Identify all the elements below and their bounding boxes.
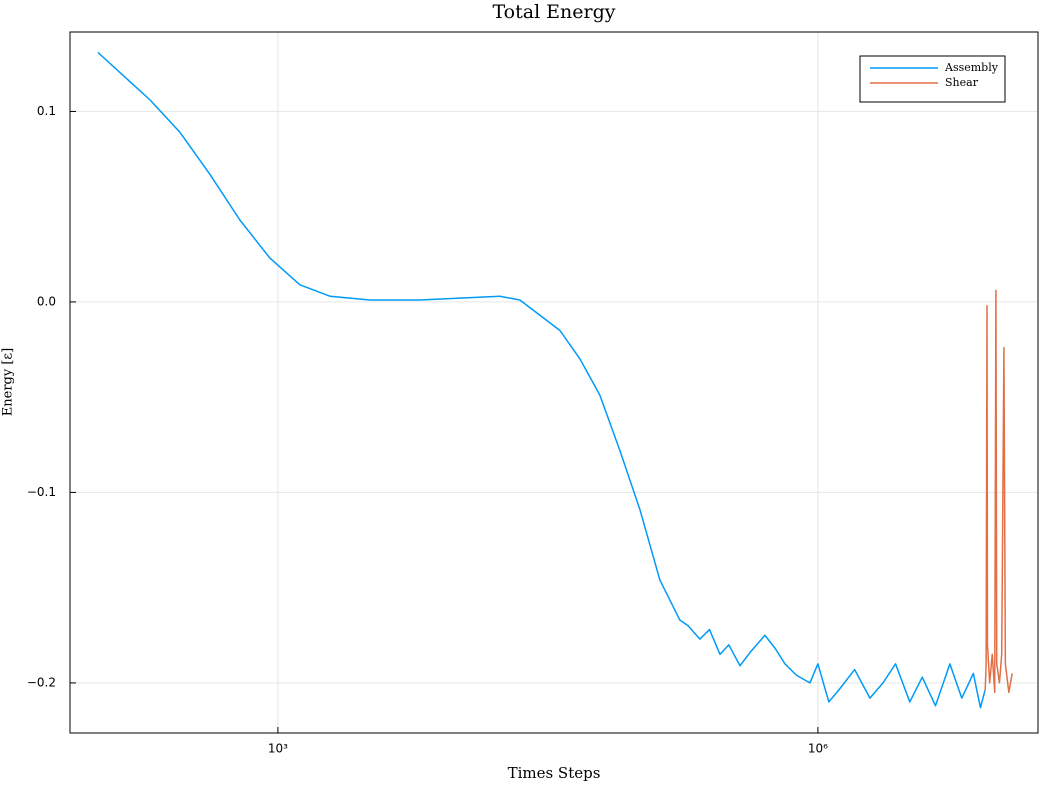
legend-box — [859, 55, 1006, 103]
x-axis-label: Times Steps — [508, 764, 601, 782]
y-axis-label: Energy [ε] — [1, 348, 16, 416]
plot-frame — [69, 31, 1039, 734]
y-tick-label: −0.1 — [27, 485, 56, 499]
y-tick-label: 0.1 — [37, 104, 56, 118]
y-tick-label: −0.2 — [27, 675, 56, 689]
y-tick-label: 0.0 — [37, 294, 56, 308]
x-tick-label: 10³ — [268, 742, 288, 756]
legend-label: Shear — [945, 76, 979, 89]
data-line — [984, 289, 1013, 694]
legend-label: Assembly — [944, 61, 999, 74]
data-line — [97, 51, 986, 709]
chart-title: Total Energy — [492, 1, 615, 23]
x-tick-label: 10⁶ — [808, 742, 828, 756]
